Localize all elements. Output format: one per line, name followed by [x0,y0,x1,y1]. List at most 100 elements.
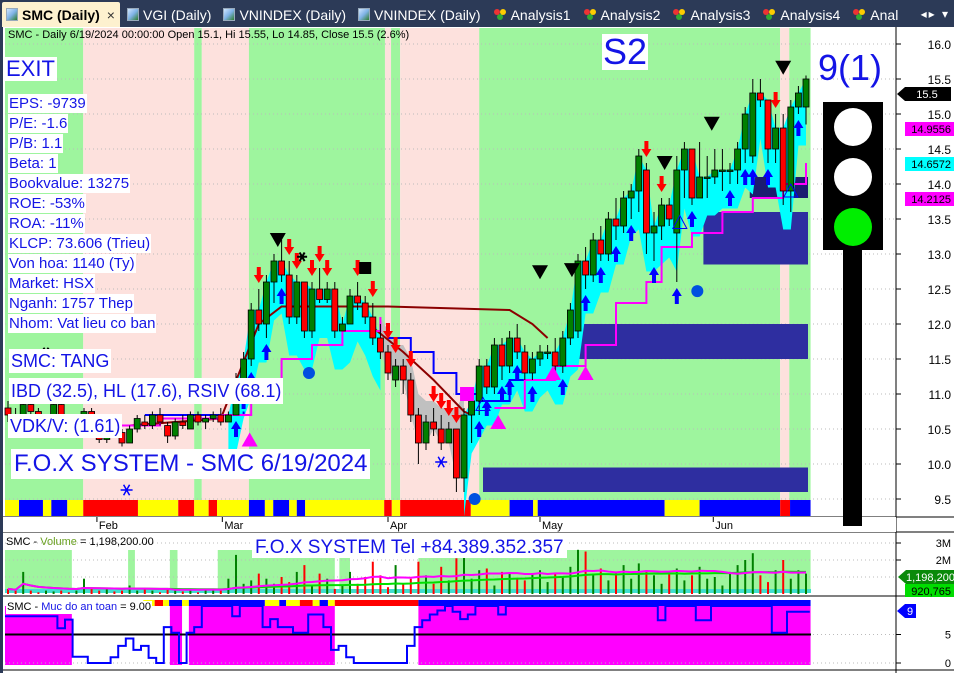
tab-7[interactable]: Analysis4 [758,2,845,27]
chart-window[interactable]: 16.0 15.5 15.0 14.5 14.0 13.5 13.0 12.5 12.0 11.5… [0,27,954,673]
buy-arrow-icon [725,190,735,206]
candle [141,421,149,426]
sell-arrow-icon [383,323,393,339]
price-tick-label: 15.5 [928,73,952,87]
analysis-icon [583,8,597,21]
trend-ribbon-segment [780,500,791,516]
fundamental-item: P/E: -1.6 [8,114,69,133]
candle [293,281,301,318]
candle [764,99,772,150]
buy-arrow-icon [497,386,507,402]
safety-panel-title: SMC - Muc do an toan = 9.00 [6,601,153,614]
volume-tick-label: 3M [936,538,951,550]
candle [308,288,316,332]
buy-arrow-icon [793,120,804,136]
candle [209,414,217,419]
candle [202,418,210,423]
chart-icon [6,8,18,21]
info-circle-icon [468,493,481,505]
fundamental-item: ROA: -11% [8,214,85,233]
date-tick-label: Feb [99,520,118,532]
tab-scroll-controls[interactable]: ◂▸ ▾ [920,6,950,21]
tab-bar: SMC (Daily) × VGI (Daily) VNINDEX (Daily) VN… [0,0,954,27]
volume-tick-label: 2M [936,555,951,567]
candle [620,197,627,227]
volume-last-tag [898,570,954,584]
tab-1[interactable]: VGI (Daily) [123,2,216,27]
tab-8[interactable]: Anal [848,2,903,27]
trend-ribbon-segment [217,500,249,516]
buy-arrow-icon [504,379,515,395]
tab-4[interactable]: Analysis1 [489,2,576,27]
candle [802,78,810,108]
candle [582,260,589,276]
sell-signal-triangle-icon [656,156,673,170]
safety-last-label: 9 [907,606,913,618]
candle [643,169,650,234]
trend-ribbon-segment [790,500,811,516]
price-tick-label: 13.5 [928,213,952,227]
volume-value: = 1,198,200.00 [76,536,154,548]
candle [779,127,787,192]
snowflake-icon [120,484,133,496]
candle [734,148,741,171]
volume-zone [128,550,135,592]
candle [772,127,779,150]
sell-arrow-icon [770,92,781,108]
candle [384,351,392,374]
support-zone-box [483,467,808,492]
safety-ribbon-segment [264,600,280,606]
price-tick-label: 12.5 [928,283,952,297]
candle [224,414,232,423]
fundamental-item: Beta: 1 [8,154,58,173]
price-tick-label: 15.0 [928,108,952,122]
safety-ribbon-segment [163,600,170,606]
safety-ribbon-segment [169,600,183,606]
sell-arrow-icon [253,267,264,283]
candle [445,428,453,444]
volume-average-tag [905,584,954,597]
candle [164,425,172,437]
trend-ribbon-segment [178,500,195,516]
tab-3[interactable]: VNINDEX (Daily) [354,2,486,27]
sell-arrow-icon [322,260,333,276]
candle [650,225,658,234]
candle [422,421,430,444]
candle [247,309,255,360]
buy-arrow-icon [671,288,682,304]
tab-label: Analysis4 [780,6,841,23]
buy-arrow-icon [527,386,538,402]
analysis-icon [493,8,507,21]
score-label: 9(1) [818,47,882,88]
safety-ribbon-segment [334,600,419,606]
sell-arrow-icon [307,260,317,276]
trend-ribbon-segment [384,500,392,516]
tab-5[interactable]: Analysis2 [579,2,666,27]
candle [285,274,293,318]
sell-signal-triangle-icon [563,263,580,278]
volume-baseline [5,589,811,593]
tab-0[interactable]: SMC (Daily) × [2,2,120,27]
trend-ribbon-segment [83,500,138,516]
candle [688,148,696,199]
sell-arrow-icon [656,176,667,192]
price-tag-label: 15.5 [916,89,937,101]
buy-arrow-icon [687,211,697,227]
safety-last-tag [897,604,916,618]
buy-signal-triangle-icon [241,432,258,447]
fundamental-item: Von hoa: 1140 (Ty) [8,254,136,273]
volume-last-label: 1,198,200 [906,572,954,584]
tab-2[interactable]: VNINDEX (Daily) [219,2,351,27]
date-tick-label: Apr [390,520,407,532]
indicator-value-tag [905,157,954,171]
tab-label: Analysis1 [510,6,571,23]
candle [460,414,468,479]
safety-ribbon-segment [418,600,811,606]
tab-6[interactable]: Analysis3 [668,2,755,27]
candle [316,288,324,300]
candle [262,281,270,325]
trend-ribbon-segment [470,500,510,516]
fundamental-item: Nganh: 1757 Thep [8,294,134,313]
close-tab-icon[interactable]: × [106,6,115,23]
candle [156,414,164,423]
